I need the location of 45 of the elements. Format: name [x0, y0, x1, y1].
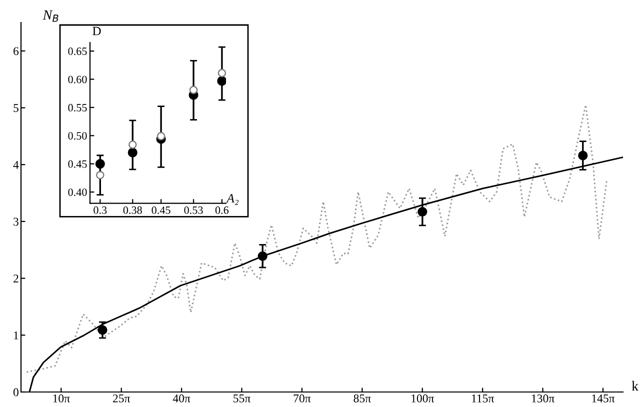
x-tick-label: 25π — [112, 394, 130, 402]
point — [96, 170, 104, 180]
point — [128, 148, 138, 158]
y-tick-label: 3 — [14, 218, 18, 226]
x-tick-label: 130π — [532, 394, 554, 402]
y-tick-label: 0.40 — [68, 188, 87, 196]
point — [217, 76, 226, 86]
x-tick-label: 100π — [412, 394, 434, 402]
y-tick-label: 0.45 — [68, 160, 87, 168]
y-tick-label: 4 — [13, 160, 19, 169]
y-tick-label: 0.65 — [68, 48, 87, 56]
x-tick-label: 70π — [294, 394, 311, 402]
y-tick-label: 0.50 — [68, 132, 87, 140]
x-tick-label: 145π — [592, 394, 615, 402]
y-axis-title: N$_{B}$ — [42, 10, 58, 22]
x-tick-label: 0.38 — [123, 206, 142, 214]
y-tick-label: 1 — [14, 331, 18, 340]
point — [578, 150, 588, 160]
point — [418, 207, 428, 217]
y-tick-label: 0 — [13, 388, 18, 396]
x-tick-label: 115π — [472, 394, 494, 402]
line-series — [26, 104, 608, 373]
x-tick-label: 0.53 — [184, 206, 203, 214]
point — [156, 132, 166, 140]
y-tick-label: 6 — [14, 47, 19, 56]
point — [128, 140, 137, 149]
y-tick-label: 0.55 — [68, 104, 87, 112]
x-tick-label: 0.3 — [94, 206, 107, 214]
point — [95, 159, 105, 169]
x-tick-label: 85π — [354, 394, 371, 402]
x-tick-label: 40π — [172, 394, 190, 402]
y-axis-title: D — [92, 26, 101, 36]
point — [98, 325, 108, 335]
y-tick-label: 0.60 — [68, 76, 87, 84]
x-tick-label: 10π — [53, 394, 70, 402]
point — [258, 251, 268, 261]
x-tick-label: 0.6 — [215, 206, 229, 214]
point — [189, 86, 198, 94]
x-axis-title: k — [632, 380, 639, 391]
y-tick-label: 2 — [14, 274, 18, 282]
point — [218, 68, 226, 78]
y-tick-label: 5 — [14, 104, 18, 112]
x-axis-title: A₂ — [226, 194, 238, 205]
x-tick-label: 0.45 — [152, 206, 170, 214]
x-tick-label: 55π — [234, 394, 250, 402]
